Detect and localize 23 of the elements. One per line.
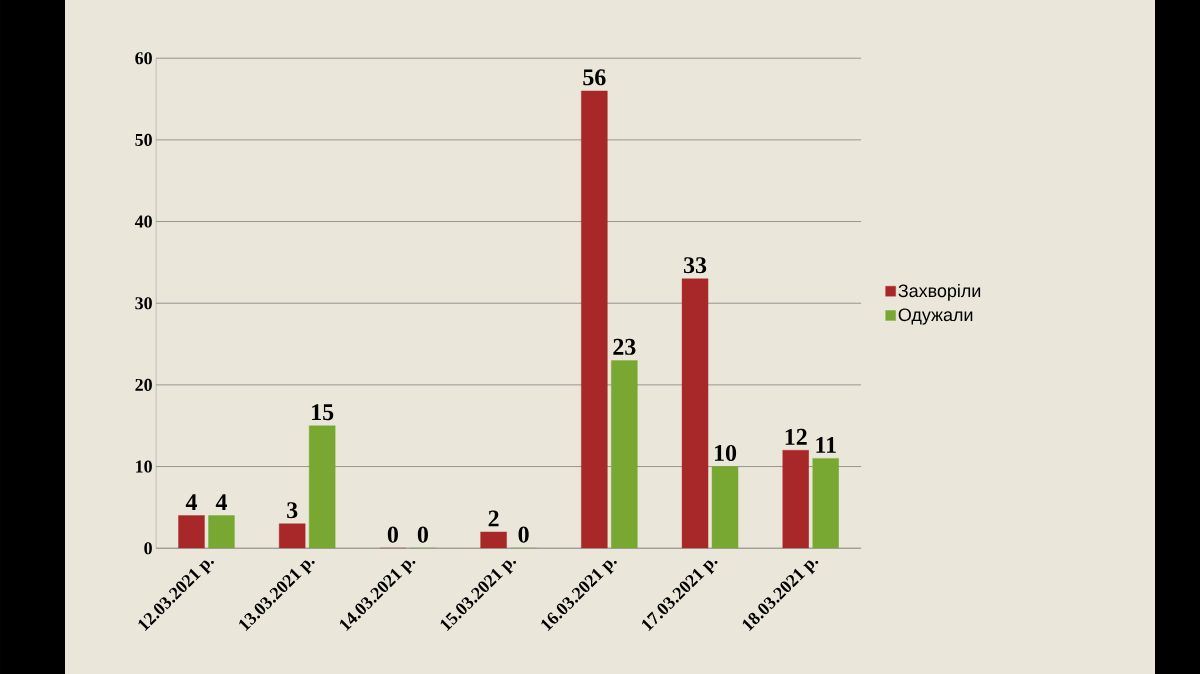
y-tick-label: 20 (135, 378, 152, 391)
data-label: 12 (785, 428, 807, 445)
y-tick-label: 50 (135, 133, 152, 146)
legend-label: Одужали (898, 308, 973, 325)
data-label: 0 (417, 526, 428, 543)
y-tick-label: 10 (136, 460, 152, 473)
y-tick-label: 40 (134, 215, 152, 228)
data-label: 15 (312, 404, 334, 421)
legend-label: Захворіли (898, 283, 981, 301)
data-label: 4 (185, 494, 198, 511)
data-label: 4 (215, 494, 228, 511)
y-tick-label: 0 (144, 542, 152, 555)
data-label: 2 (488, 510, 499, 527)
data-label: 11 (816, 437, 836, 453)
data-label: 0 (387, 526, 398, 543)
y-tick-label: 30 (135, 297, 152, 310)
data-label: 3 (287, 502, 298, 519)
data-label: 10 (715, 444, 737, 462)
data-label: 33 (683, 257, 707, 274)
data-label: 0 (518, 526, 529, 543)
data-label: 23 (613, 338, 636, 355)
data-label: 56 (583, 69, 606, 86)
y-tick-label: 60 (135, 52, 152, 65)
